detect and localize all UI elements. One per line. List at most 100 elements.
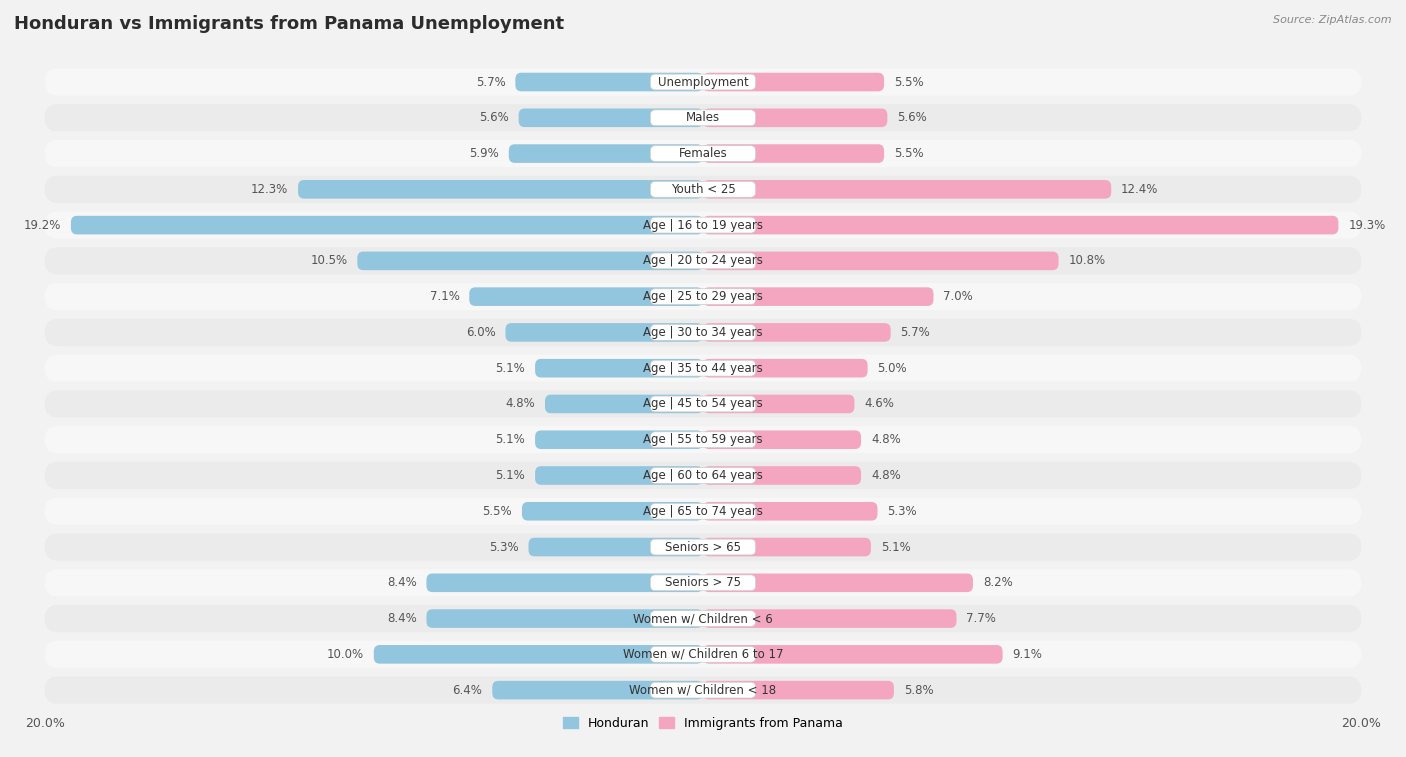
Text: Age | 30 to 34 years: Age | 30 to 34 years	[643, 326, 763, 339]
FancyBboxPatch shape	[651, 539, 755, 555]
Text: 5.1%: 5.1%	[495, 433, 526, 446]
Text: 8.4%: 8.4%	[387, 612, 416, 625]
FancyBboxPatch shape	[703, 394, 855, 413]
Text: Source: ZipAtlas.com: Source: ZipAtlas.com	[1274, 15, 1392, 25]
Text: 5.0%: 5.0%	[877, 362, 907, 375]
Text: 4.8%: 4.8%	[505, 397, 536, 410]
FancyBboxPatch shape	[703, 73, 884, 92]
Text: 5.5%: 5.5%	[894, 76, 924, 89]
Text: 10.5%: 10.5%	[311, 254, 347, 267]
FancyBboxPatch shape	[536, 466, 703, 484]
FancyBboxPatch shape	[703, 180, 1111, 198]
FancyBboxPatch shape	[45, 677, 1361, 704]
Text: 12.3%: 12.3%	[250, 183, 288, 196]
FancyBboxPatch shape	[651, 74, 755, 90]
Text: 5.1%: 5.1%	[495, 362, 526, 375]
Text: Women w/ Children < 18: Women w/ Children < 18	[630, 684, 776, 696]
FancyBboxPatch shape	[703, 108, 887, 127]
FancyBboxPatch shape	[45, 569, 1361, 597]
FancyBboxPatch shape	[536, 431, 703, 449]
Text: 5.5%: 5.5%	[894, 147, 924, 160]
FancyBboxPatch shape	[651, 611, 755, 627]
FancyBboxPatch shape	[298, 180, 703, 198]
FancyBboxPatch shape	[45, 68, 1361, 95]
Text: Honduran vs Immigrants from Panama Unemployment: Honduran vs Immigrants from Panama Unemp…	[14, 15, 564, 33]
FancyBboxPatch shape	[509, 145, 703, 163]
Text: Age | 65 to 74 years: Age | 65 to 74 years	[643, 505, 763, 518]
FancyBboxPatch shape	[45, 211, 1361, 238]
FancyBboxPatch shape	[529, 537, 703, 556]
FancyBboxPatch shape	[703, 216, 1339, 235]
FancyBboxPatch shape	[703, 466, 860, 484]
Text: Age | 60 to 64 years: Age | 60 to 64 years	[643, 469, 763, 482]
Text: 5.3%: 5.3%	[489, 540, 519, 553]
FancyBboxPatch shape	[651, 325, 755, 341]
FancyBboxPatch shape	[374, 645, 703, 664]
Text: 8.4%: 8.4%	[387, 576, 416, 589]
FancyBboxPatch shape	[651, 253, 755, 269]
Text: 19.2%: 19.2%	[24, 219, 60, 232]
FancyBboxPatch shape	[519, 108, 703, 127]
FancyBboxPatch shape	[45, 319, 1361, 346]
FancyBboxPatch shape	[357, 251, 703, 270]
FancyBboxPatch shape	[45, 354, 1361, 382]
Text: 5.6%: 5.6%	[479, 111, 509, 124]
FancyBboxPatch shape	[651, 575, 755, 590]
Legend: Honduran, Immigrants from Panama: Honduran, Immigrants from Panama	[558, 712, 848, 734]
Text: Seniors > 75: Seniors > 75	[665, 576, 741, 589]
FancyBboxPatch shape	[703, 251, 1059, 270]
FancyBboxPatch shape	[703, 502, 877, 521]
FancyBboxPatch shape	[506, 323, 703, 341]
Text: 10.0%: 10.0%	[326, 648, 364, 661]
Text: Age | 55 to 59 years: Age | 55 to 59 years	[643, 433, 763, 446]
FancyBboxPatch shape	[45, 462, 1361, 489]
FancyBboxPatch shape	[703, 288, 934, 306]
Text: Males: Males	[686, 111, 720, 124]
Text: 9.1%: 9.1%	[1012, 648, 1042, 661]
Text: 10.8%: 10.8%	[1069, 254, 1105, 267]
Text: Seniors > 65: Seniors > 65	[665, 540, 741, 553]
FancyBboxPatch shape	[651, 145, 755, 161]
Text: Women w/ Children < 6: Women w/ Children < 6	[633, 612, 773, 625]
Text: 6.4%: 6.4%	[453, 684, 482, 696]
Text: Age | 20 to 24 years: Age | 20 to 24 years	[643, 254, 763, 267]
FancyBboxPatch shape	[45, 391, 1361, 418]
FancyBboxPatch shape	[703, 359, 868, 378]
Text: 5.7%: 5.7%	[900, 326, 931, 339]
Text: 8.2%: 8.2%	[983, 576, 1012, 589]
Text: Youth < 25: Youth < 25	[671, 183, 735, 196]
Text: 4.8%: 4.8%	[870, 469, 901, 482]
FancyBboxPatch shape	[470, 288, 703, 306]
FancyBboxPatch shape	[651, 682, 755, 698]
Text: 5.3%: 5.3%	[887, 505, 917, 518]
FancyBboxPatch shape	[703, 537, 870, 556]
FancyBboxPatch shape	[651, 468, 755, 484]
FancyBboxPatch shape	[703, 323, 890, 341]
Text: 5.8%: 5.8%	[904, 684, 934, 696]
FancyBboxPatch shape	[651, 503, 755, 519]
FancyBboxPatch shape	[651, 288, 755, 304]
Text: Women w/ Children 6 to 17: Women w/ Children 6 to 17	[623, 648, 783, 661]
Text: Females: Females	[679, 147, 727, 160]
FancyBboxPatch shape	[703, 431, 860, 449]
Text: Age | 45 to 54 years: Age | 45 to 54 years	[643, 397, 763, 410]
FancyBboxPatch shape	[651, 360, 755, 376]
FancyBboxPatch shape	[651, 396, 755, 412]
Text: Age | 25 to 29 years: Age | 25 to 29 years	[643, 290, 763, 303]
Text: 4.8%: 4.8%	[870, 433, 901, 446]
FancyBboxPatch shape	[516, 73, 703, 92]
FancyBboxPatch shape	[522, 502, 703, 521]
Text: 5.7%: 5.7%	[475, 76, 506, 89]
Text: 5.5%: 5.5%	[482, 505, 512, 518]
Text: 7.0%: 7.0%	[943, 290, 973, 303]
FancyBboxPatch shape	[651, 182, 755, 198]
FancyBboxPatch shape	[45, 140, 1361, 167]
Text: 7.1%: 7.1%	[429, 290, 460, 303]
FancyBboxPatch shape	[426, 609, 703, 628]
FancyBboxPatch shape	[703, 574, 973, 592]
Text: 5.1%: 5.1%	[495, 469, 526, 482]
FancyBboxPatch shape	[45, 248, 1361, 275]
Text: 6.0%: 6.0%	[465, 326, 495, 339]
Text: 5.9%: 5.9%	[470, 147, 499, 160]
FancyBboxPatch shape	[703, 145, 884, 163]
